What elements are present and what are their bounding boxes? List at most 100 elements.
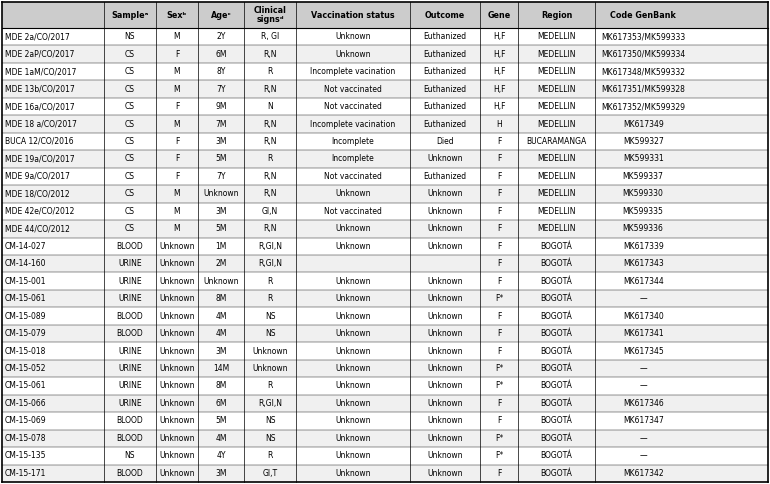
Text: —: —: [639, 451, 647, 460]
Text: 4Y: 4Y: [216, 451, 226, 460]
Text: Euthanized: Euthanized: [424, 120, 467, 129]
Text: M: M: [174, 189, 180, 198]
Text: Unknown: Unknown: [335, 347, 370, 356]
Text: CM-15-171: CM-15-171: [5, 469, 46, 478]
Text: Unknown: Unknown: [427, 329, 463, 338]
Text: 3M: 3M: [216, 137, 227, 146]
Text: CM-14-160: CM-14-160: [5, 259, 46, 268]
Text: Unknown: Unknown: [335, 399, 370, 408]
Text: 3M: 3M: [216, 347, 227, 356]
Text: BLOOD: BLOOD: [116, 434, 143, 443]
Text: BOGOTÁ: BOGOTÁ: [541, 451, 573, 460]
Text: Unknown: Unknown: [159, 451, 195, 460]
Text: 5M: 5M: [216, 416, 227, 425]
Text: Euthanized: Euthanized: [424, 50, 467, 59]
Text: Not vaccinated: Not vaccinated: [324, 102, 382, 111]
Text: MEDELLIN: MEDELLIN: [537, 85, 576, 93]
Text: CS: CS: [125, 50, 135, 59]
Text: F: F: [497, 416, 501, 425]
Text: F: F: [497, 242, 501, 251]
Text: MK617347: MK617347: [623, 416, 664, 425]
Text: BOGOTÁ: BOGOTÁ: [541, 416, 573, 425]
Text: CM-15-135: CM-15-135: [5, 451, 46, 460]
Text: —: —: [639, 294, 647, 303]
Text: Unknown: Unknown: [335, 277, 370, 286]
Text: F: F: [497, 172, 501, 181]
Bar: [2, 394, 768, 412]
Text: Unknown: Unknown: [335, 32, 370, 41]
Text: H,F: H,F: [493, 85, 505, 93]
Text: 3M: 3M: [216, 469, 227, 478]
Text: R,GI,N: R,GI,N: [258, 399, 282, 408]
Text: CS: CS: [125, 224, 135, 233]
Bar: [2, 290, 768, 307]
Text: R: R: [267, 277, 273, 286]
Bar: [2, 325, 768, 342]
Text: R,N: R,N: [263, 50, 277, 59]
Text: F: F: [175, 172, 179, 181]
Text: BOGOTÁ: BOGOTÁ: [541, 399, 573, 408]
Text: Unknown: Unknown: [335, 329, 370, 338]
Text: Unknown: Unknown: [335, 469, 370, 478]
Text: Unknown: Unknown: [159, 416, 195, 425]
Text: F: F: [497, 154, 501, 164]
Text: CM-15-079: CM-15-079: [5, 329, 47, 338]
Text: Unknown: Unknown: [427, 434, 463, 443]
Text: 9M: 9M: [216, 102, 227, 111]
Text: CM-15-089: CM-15-089: [5, 312, 46, 320]
Text: BOGOTÁ: BOGOTÁ: [541, 259, 573, 268]
Text: Unknown: Unknown: [159, 277, 195, 286]
Text: Outcome: Outcome: [424, 11, 465, 19]
Bar: [2, 115, 768, 133]
Text: Incomplete: Incomplete: [331, 137, 374, 146]
Text: F: F: [175, 137, 179, 146]
Text: BOGOTÁ: BOGOTÁ: [541, 347, 573, 356]
Text: MDE 18/CO/2012: MDE 18/CO/2012: [5, 189, 69, 198]
Text: N: N: [267, 102, 273, 111]
Text: F: F: [497, 329, 501, 338]
Text: CM-15-001: CM-15-001: [5, 277, 46, 286]
Text: 1M: 1M: [216, 242, 226, 251]
Text: MEDELLIN: MEDELLIN: [537, 67, 576, 76]
Text: Unknown: Unknown: [427, 294, 463, 303]
Text: Unknown: Unknown: [335, 224, 370, 233]
Text: Unknown: Unknown: [253, 347, 288, 356]
Text: MDE 13b/CO/2017: MDE 13b/CO/2017: [5, 85, 75, 93]
Text: Unknown: Unknown: [335, 381, 370, 391]
Text: Euthanized: Euthanized: [424, 32, 467, 41]
Text: 8Y: 8Y: [216, 67, 226, 76]
Text: R,N: R,N: [263, 85, 277, 93]
Text: MDE 42e/CO/2012: MDE 42e/CO/2012: [5, 207, 75, 216]
Text: 7M: 7M: [216, 120, 227, 129]
Text: BOGOTÁ: BOGOTÁ: [541, 381, 573, 391]
Text: R: R: [267, 154, 273, 164]
Text: NS: NS: [265, 312, 276, 320]
Text: 8M: 8M: [216, 381, 226, 391]
Bar: [2, 80, 768, 98]
Text: Incomplete vacination: Incomplete vacination: [310, 120, 396, 129]
Text: Region: Region: [541, 11, 572, 19]
Text: MEDELLIN: MEDELLIN: [537, 189, 576, 198]
Text: R: R: [267, 451, 273, 460]
Text: H,F: H,F: [493, 102, 505, 111]
Text: R,GI,N: R,GI,N: [258, 259, 282, 268]
Text: MEDELLIN: MEDELLIN: [537, 154, 576, 164]
Text: F: F: [497, 399, 501, 408]
Text: Unknown: Unknown: [427, 416, 463, 425]
Text: F: F: [497, 347, 501, 356]
Text: CM-14-027: CM-14-027: [5, 242, 46, 251]
Text: MK599336: MK599336: [623, 224, 664, 233]
Text: CM-15-061: CM-15-061: [5, 381, 46, 391]
Text: —: —: [639, 364, 647, 373]
Text: Unknown: Unknown: [427, 347, 463, 356]
Text: Unknown: Unknown: [335, 434, 370, 443]
Text: Not vaccinated: Not vaccinated: [324, 207, 382, 216]
Text: BUCARAMANGA: BUCARAMANGA: [527, 137, 587, 146]
Text: Unknown: Unknown: [427, 381, 463, 391]
Text: M: M: [174, 120, 180, 129]
Text: R: R: [267, 67, 273, 76]
Text: F: F: [497, 259, 501, 268]
Text: MDE 1aM/CO/2017: MDE 1aM/CO/2017: [5, 67, 76, 76]
Text: —: —: [639, 381, 647, 391]
Text: CS: CS: [125, 137, 135, 146]
